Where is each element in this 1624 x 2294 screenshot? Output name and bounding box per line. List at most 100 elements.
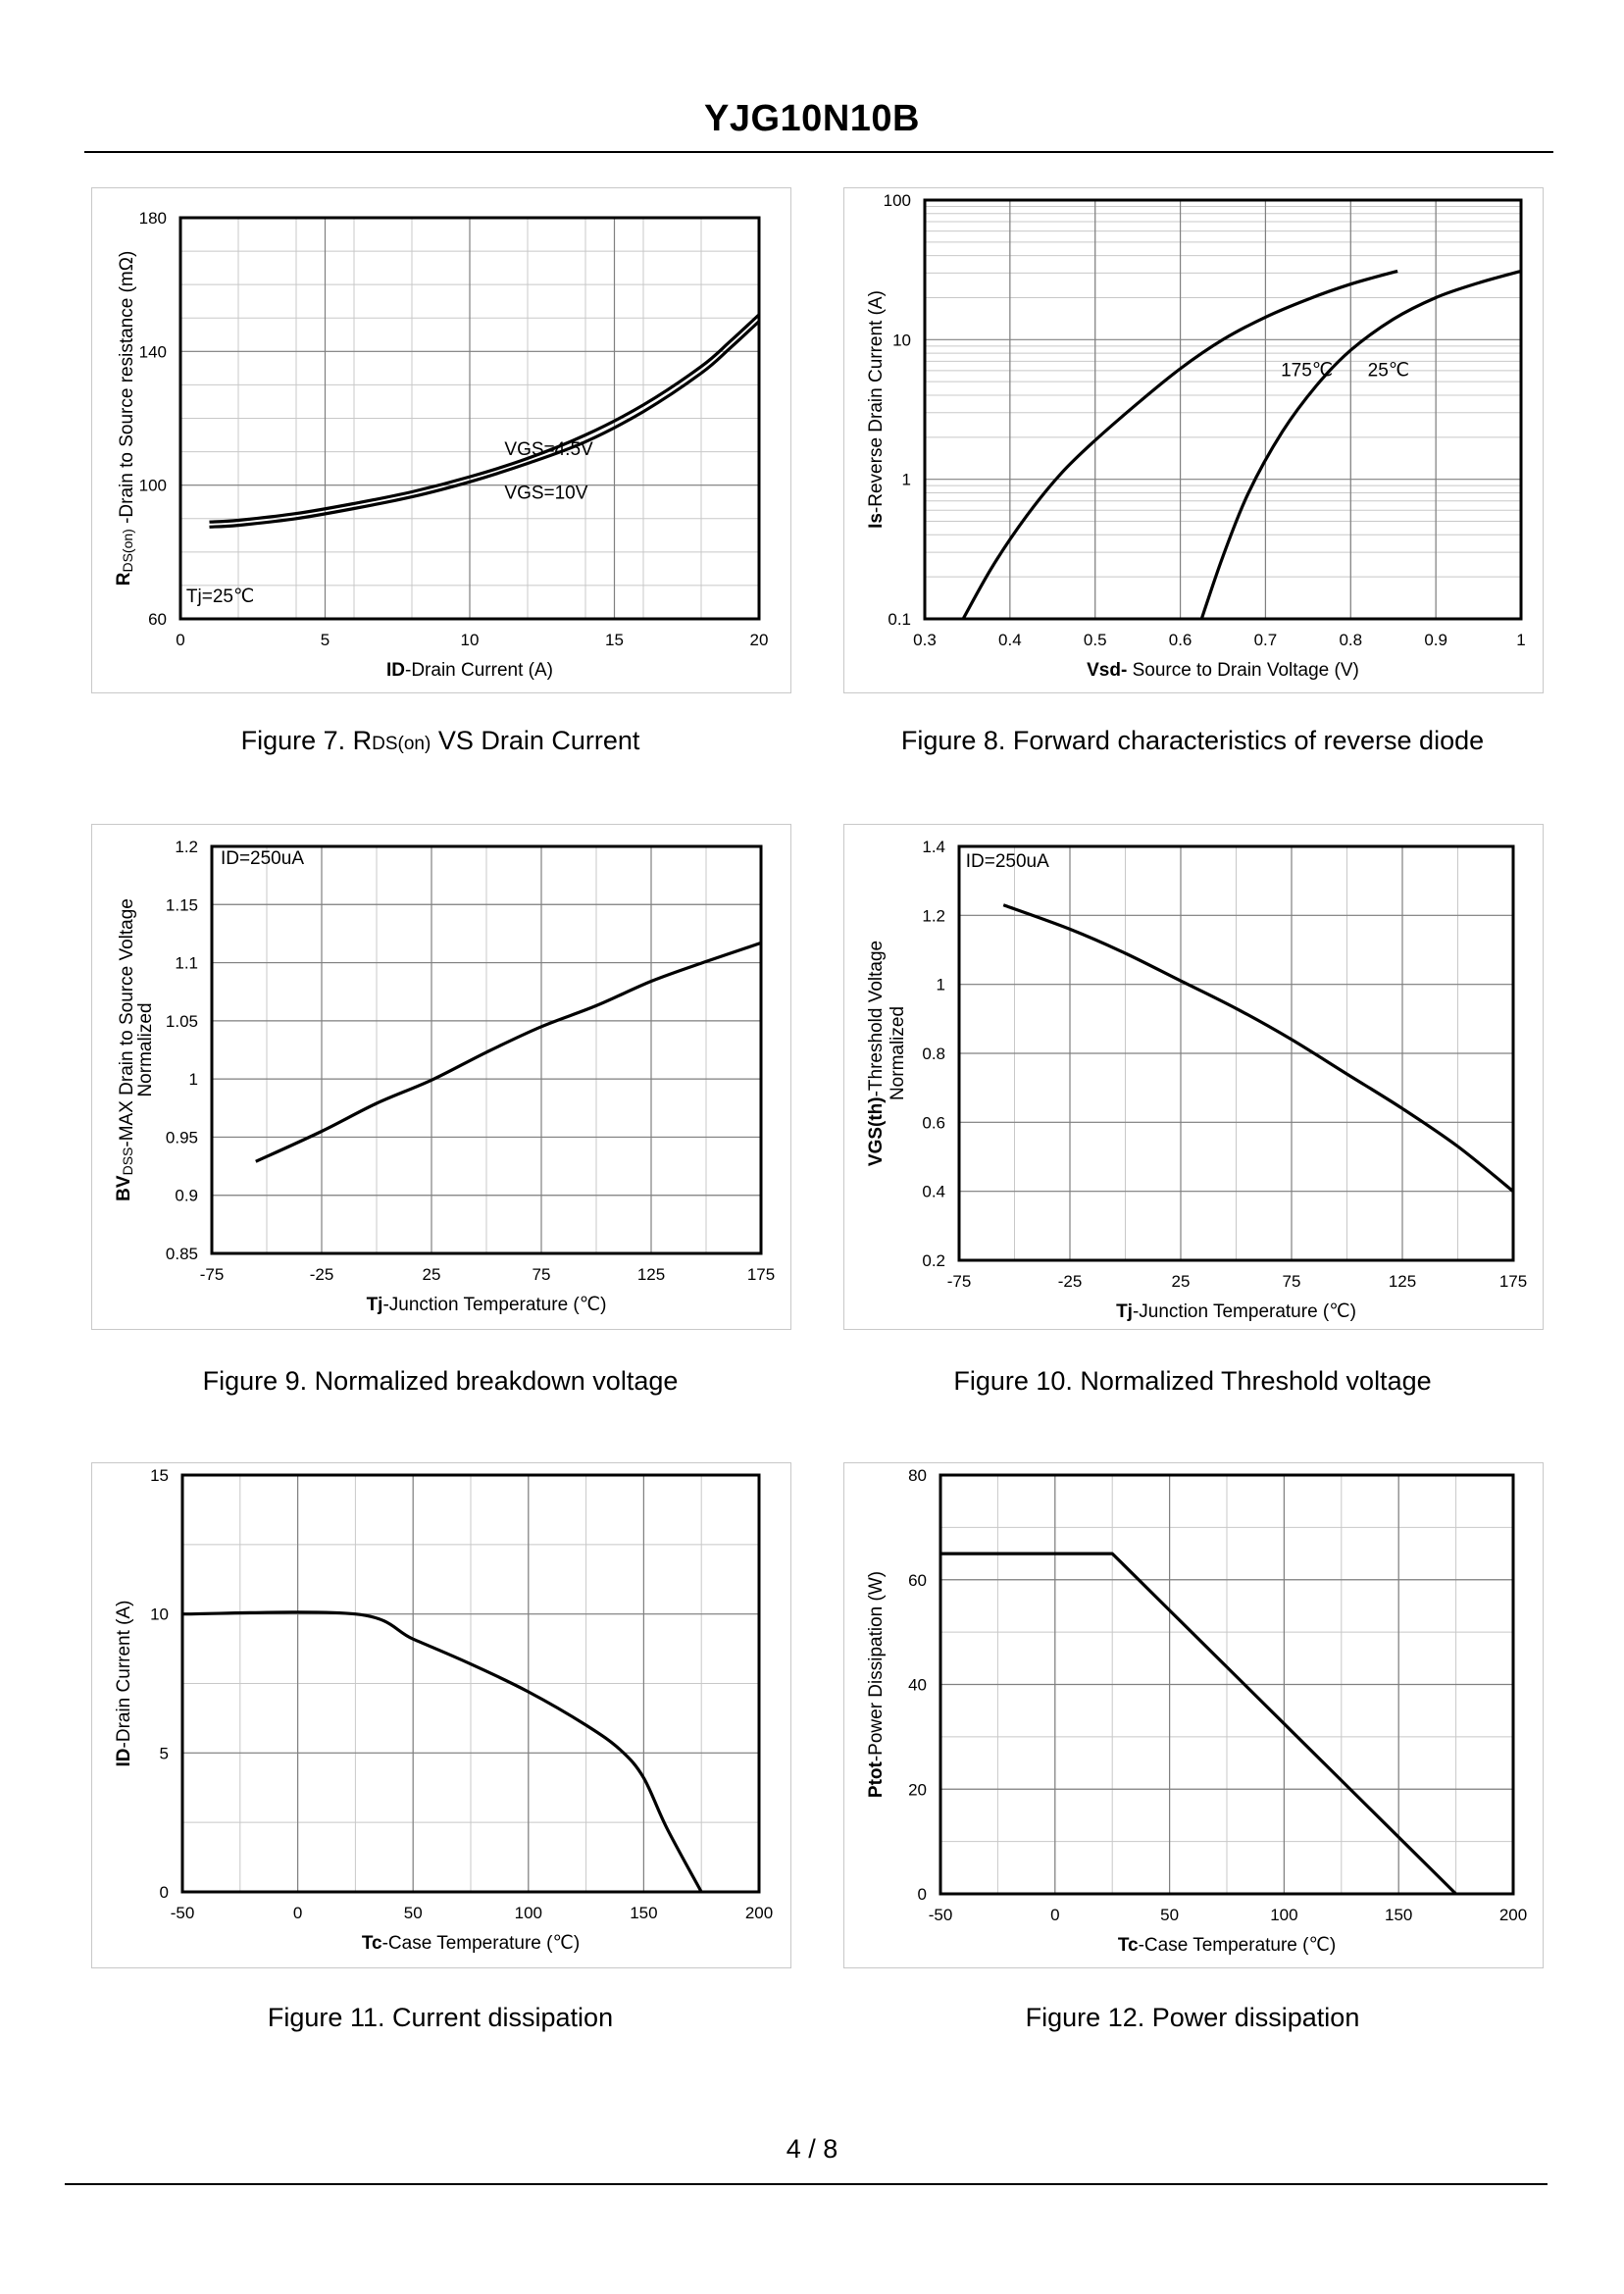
y-axis-label: VGS(th)-Threshold Voltage [866,941,887,1166]
x-tick-label: 0.3 [913,631,937,649]
x-tick-label: -75 [947,1272,972,1291]
caption-figure-10: Figure 10. Normalized Threshold voltage [953,1366,1432,1396]
annotation-label: Tj=25℃ [186,586,254,607]
x-tick-label: 175 [1499,1272,1527,1291]
x-tick-label: 0 [293,1904,302,1922]
y-tick-label: 1.4 [922,838,945,856]
page-number: 4 / 8 [786,2134,838,2164]
y-tick-label: 0.6 [922,1113,945,1132]
x-axis-label: ID-Drain Current (A) [386,660,553,681]
y-tick-label: 80 [908,1466,927,1485]
x-tick-label: 0.4 [998,631,1022,649]
plot-border [178,216,761,621]
chart-figure-9: -75 -25 25 75 125 175 0.85 0.9 0.95 1 1.05 1.1 1.15 1… [91,824,791,1330]
y-tick-label: 180 [139,209,167,228]
y-tick-label: 0.2 [922,1251,945,1270]
y-tick-label: 1 [937,976,945,994]
gridlines [211,845,762,1254]
gridlines [181,1474,760,1893]
x-axis-label: Tj-Junction Temperature (℃) [367,1295,607,1315]
y-tick-label: 1.2 [175,838,198,856]
y-tick-label: 10 [150,1606,169,1624]
annotation-label: ID=250uA [221,848,304,869]
series-line [209,313,761,524]
y-tick-label: 0.8 [922,1045,945,1063]
annotation-label: ID=250uA [966,851,1049,872]
fig8-svg: 0.3 0.4 0.5 0.6 0.7 0.8 0.9 1 0.1 1 10 100 Vsd- Sour… [866,191,1526,681]
x-tick-label: 0.7 [1254,631,1278,649]
y-tick-label: 140 [139,342,167,361]
y-tick-label: 15 [150,1466,169,1485]
y-tick-label: 40 [908,1676,927,1695]
footer-rule [65,2183,1548,2185]
gridlines [958,845,1514,1261]
gridlines [939,1474,1514,1895]
y-tick-label: 5 [160,1744,169,1762]
x-tick-label: 5 [321,631,330,649]
y-tick-label: 60 [148,610,167,629]
y-tick-label: 0 [160,1883,169,1902]
x-tick-label: 0.9 [1424,631,1447,649]
y-tick-label: 0.9 [175,1187,198,1205]
caption-figure-9: Figure 9. Normalized breakdown voltage [202,1366,679,1396]
x-tick-label: -50 [929,1906,953,1924]
y-tick-label: 20 [908,1780,927,1799]
y-axis-label: BVDSS-MAX Drain to Source Voltage [114,898,137,1201]
y-axis-label: ID-Drain Current (A) [114,1601,134,1767]
x-tick-label: 200 [745,1904,773,1922]
y-axis-label: RDS(on) -Drain to Source resistance (mΩ) [114,251,137,586]
x-tick-label: 0.6 [1169,631,1193,649]
gridlines [179,217,760,620]
x-tick-label: 0.5 [1084,631,1107,649]
plot-border [180,1473,761,1894]
y-tick-label: 1.05 [166,1012,198,1031]
x-tick-label: 175 [747,1265,775,1284]
x-tick-label: 25 [423,1265,441,1284]
plot-border [210,844,763,1255]
chart-figure-11: -50 0 50 100 150 200 0 5 10 15 Tc-Case Temperature… [91,1462,791,1968]
annotation-label: VGS=10V [504,483,587,503]
x-tick-label: 15 [605,631,624,649]
chart-figure-10: -75 -25 25 75 125 175 0.2 0.4 0.6 0.8 1 1.2 1.4 Tj-Ju… [843,824,1544,1330]
series-line [255,941,762,1163]
y-axis-label-secondary: Normalized [135,1002,156,1096]
fig7-svg: 0 5 10 15 20 60 100 140 180 ID-Drain Current (A) R… [114,209,768,681]
series-line [1199,269,1522,620]
x-tick-label: 50 [404,1904,423,1922]
y-tick-label: 0.95 [166,1128,198,1147]
x-tick-label: 150 [630,1904,657,1922]
x-tick-label: -25 [310,1265,334,1284]
y-tick-label: 1.2 [922,906,945,925]
x-tick-label: 0.8 [1339,631,1362,649]
x-tick-label: 100 [515,1904,542,1922]
y-tick-label: 100 [884,191,911,210]
x-tick-label: -50 [171,1904,195,1922]
x-axis-label: Tc-Case Temperature (℃) [1118,1935,1336,1956]
y-tick-label: 10 [892,331,911,349]
x-tick-label: 1 [1516,631,1525,649]
fig10-svg: -75 -25 25 75 125 175 0.2 0.4 0.6 0.8 1 1.2 1.4 Tj-Ju… [866,838,1527,1322]
series-line [1002,903,1515,1193]
plot-border [923,198,1523,621]
y-tick-label: 1.15 [166,895,198,914]
series-line [940,1552,1457,1896]
y-tick-label: 0.85 [166,1245,198,1263]
caption-figure-8: Figure 8. Forward characteristics of rev… [900,726,1485,755]
x-tick-label: 10 [461,631,480,649]
y-tick-label: 0.1 [888,610,911,629]
x-tick-label: 50 [1160,1906,1179,1924]
chart-figure-8: 0.3 0.4 0.5 0.6 0.7 0.8 0.9 1 0.1 1 10 100 Vsd- Sour… [843,187,1544,693]
x-tick-label: 125 [1389,1272,1416,1291]
x-tick-label: 75 [1283,1272,1301,1291]
y-tick-label: 0.4 [922,1183,945,1201]
series-line [209,320,761,529]
chart-figure-7: 0 5 10 15 20 60 100 140 180 ID-Drain Current (A) R… [91,187,791,693]
x-axis-label: Tc-Case Temperature (℃) [362,1933,580,1954]
caption-figure-12: Figure 12. Power dissipation [1025,2003,1360,2032]
y-tick-label: 0 [918,1885,927,1904]
y-tick-label: 1 [189,1070,198,1089]
caption-figure-7: Figure 7. RDS(on) VS Drain Current [240,726,640,755]
x-tick-label: 200 [1499,1906,1527,1924]
